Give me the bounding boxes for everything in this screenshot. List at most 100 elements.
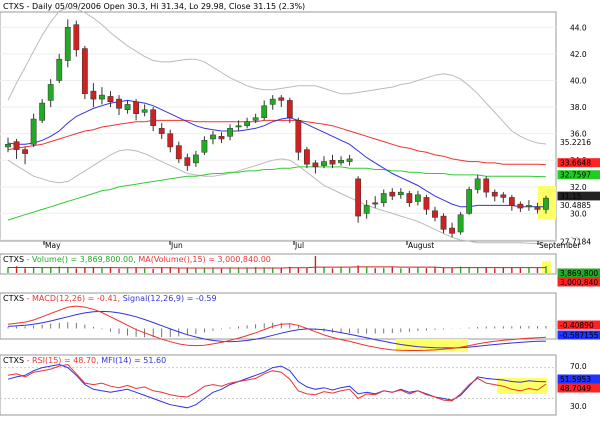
moving-averages [7,99,547,221]
macd-legend-macd: - MACD(12,26) = -0.41, [27,294,121,303]
candle-body-5 [47,84,54,101]
rsi-badge-1-text: 48.7049 [560,384,591,393]
candle-body-15 [133,101,139,114]
candle-body-54 [466,189,473,214]
macd-badge-0-bg [557,320,600,330]
rsi-badge-0-bg [557,374,600,384]
candle-body-31 [269,98,276,105]
volume-ma-line [8,266,546,269]
volume-legend: CTXS - Volume() = 3,869,800.00, MA(Volum… [3,255,271,264]
rsi-lines [0,363,556,409]
macd-lines [7,305,547,351]
price-badge-3-text: 31.15 [560,192,582,201]
candle-body-47 [406,193,413,204]
price-tick-7: 30.0 [570,209,587,218]
candle-body-10 [90,90,97,100]
bollinger-upper-line [7,6,547,145]
candle-body-7 [64,27,71,61]
volume-legend-value: - Volume() = 3,869,800.00, [27,255,136,264]
volume-bars [7,256,547,273]
candle-body-48 [415,194,421,202]
rsi-legend-mfi: MFI(14) = 51.60 [101,356,166,365]
candle-body-25 [218,136,225,140]
price-tick-1: 42.0 [570,50,587,59]
macd-legend: CTXS - MACD(12,26) = -0.41, Signal(12,26… [3,294,217,303]
candle-body-51 [440,215,447,230]
macd-badge-0-text: -0.40890 [560,321,594,330]
x-label-august: August [408,241,434,250]
price-panel [0,11,557,242]
candle-body-9 [81,48,88,95]
candle-body-32 [278,97,285,101]
candle-body-56 [483,178,490,193]
rsi-highlight [497,378,547,394]
price-badge-0-bg [557,137,600,147]
price-badge-5-bg [557,237,600,247]
ma-fast-line [7,99,546,208]
candle-body-4 [39,102,46,121]
candle-body-12 [107,96,114,102]
candle-body-29 [252,117,259,121]
candle-body-40 [346,158,353,162]
macd-legend-symbol: CTXS [3,294,24,303]
x-label-jul: Jul [294,241,304,250]
rsi-badge-1-bg [557,383,600,393]
candle-body-21 [184,157,191,166]
price-badge-4-bg [557,200,600,210]
rsi-legend-symbol: CTXS [3,356,24,365]
ma-slow-line [7,166,547,221]
x-label-september: September [539,241,581,250]
candle-body-37 [321,161,327,166]
candle-body-3 [30,118,37,145]
rsi-panel [0,354,557,416]
price-badge-2-bg [557,170,600,180]
rsi-badge-0-text: 51.5953 [560,375,591,384]
candle-body-30 [261,105,268,118]
header-open: Open 30.3, [103,2,147,11]
x-axis: May Jun Jul August September [43,241,581,250]
candle-body-2 [22,149,28,154]
macd-badge-1-text: -0.587155 [560,331,599,340]
price-badge-1-bg [557,158,600,168]
volume-legend-symbol: CTXS [3,255,24,264]
bollinger-lower-line [7,149,547,245]
price-header: CTXS - Daily 05/09/2006 Open 30.3, Hi 31… [3,2,305,11]
rsi-tick-30: 30.0 [570,402,587,411]
candle-body-59 [508,197,515,206]
candle-body-50 [432,210,438,218]
volume-badge-1-text: 3,000,840 [560,278,598,287]
volume-badge-1-bg [557,277,600,287]
price-tick-6: 32.0 [570,183,587,192]
candle-body-11 [99,94,105,100]
price-badge-1-text: 33.6648 [560,159,591,168]
volume-legend-ma: MA(Volume(),15) = 3,000,840.00 [138,255,271,264]
header-low: Lo 29.98, [189,2,226,11]
bollinger-bands [7,6,547,245]
candlesticks [5,19,549,238]
candle-body-18 [158,128,165,134]
candle-body-8 [73,24,80,51]
candle-body-20 [175,145,182,160]
macd-legend-signal: Signal(12,26,9) = -0.59 [123,294,217,303]
x-label-may: May [45,241,61,250]
macd-badges: -0.40890-0.587155 [557,320,600,340]
candle-body-27 [235,125,242,128]
price-tick-0: 44.0 [570,23,587,32]
price-badge-2-text: 32.7597 [560,171,591,180]
candle-body-61 [526,205,532,208]
candle-body-42 [363,205,370,214]
header-period: Daily [32,2,53,11]
candle-body-44 [380,193,387,204]
candle-body-58 [500,194,507,198]
candle-body-41 [355,178,362,217]
rsi-line [7,363,547,402]
candle-body-14 [124,104,131,110]
price-badge-4-text: 30.4885 [560,201,591,210]
candle-body-49 [423,197,430,210]
candle-body-1 [13,141,20,150]
price-tick-4: 36.0 [570,130,587,139]
candle-body-24 [210,134,216,140]
